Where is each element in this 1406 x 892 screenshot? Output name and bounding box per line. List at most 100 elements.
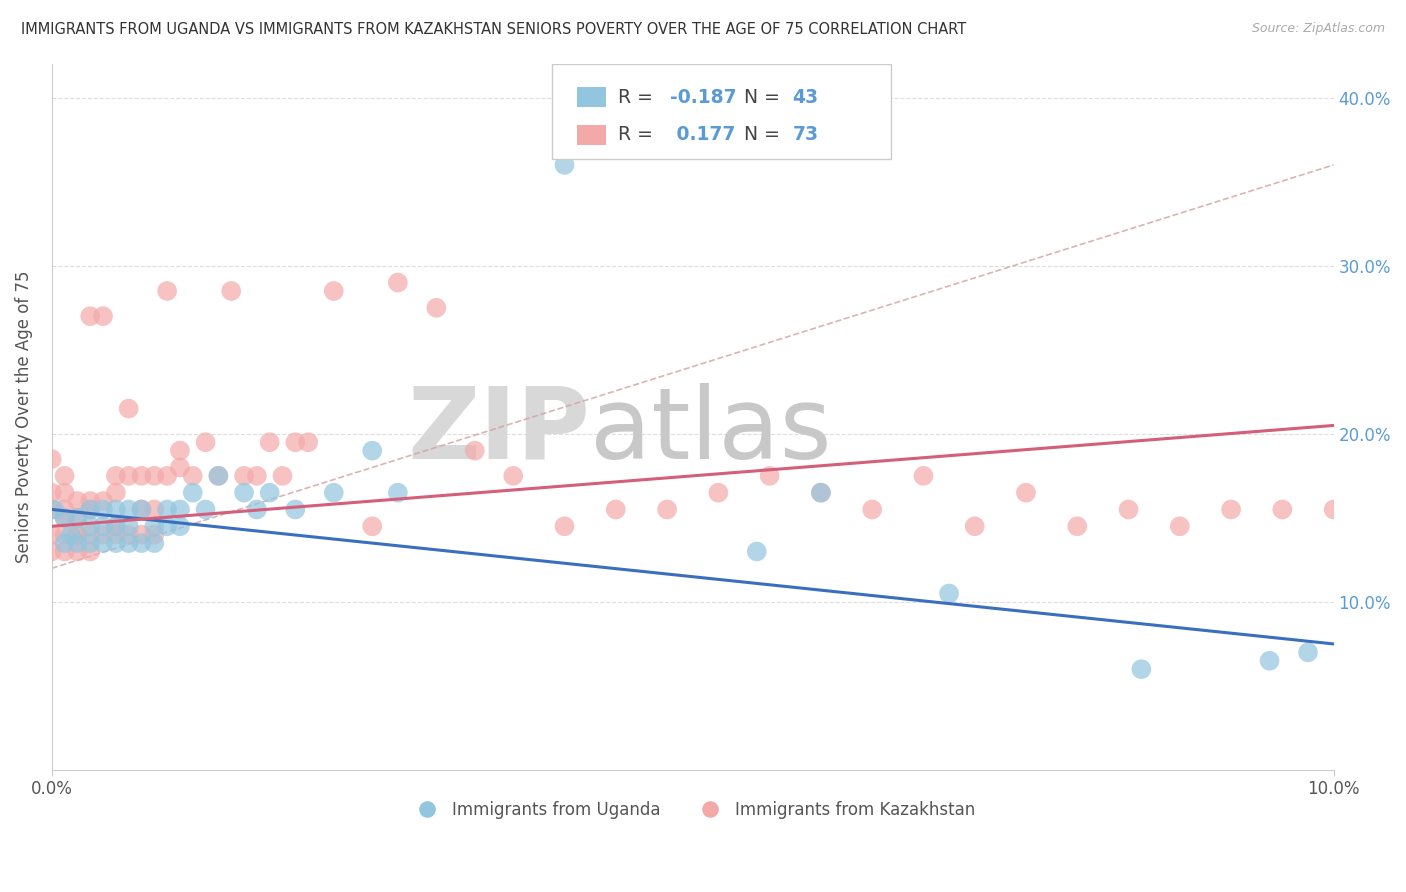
Point xyxy=(104,536,127,550)
Point xyxy=(143,468,166,483)
FancyBboxPatch shape xyxy=(578,125,606,145)
Point xyxy=(104,502,127,516)
Point xyxy=(66,511,89,525)
Point xyxy=(322,485,344,500)
Point xyxy=(79,502,101,516)
Point xyxy=(79,494,101,508)
Point xyxy=(131,502,153,516)
Point xyxy=(233,468,256,483)
Point xyxy=(66,511,89,525)
Point xyxy=(79,309,101,323)
Text: N =: N = xyxy=(744,87,786,107)
Point xyxy=(143,536,166,550)
Point xyxy=(156,284,179,298)
Point xyxy=(810,485,832,500)
Point xyxy=(912,468,935,483)
Point xyxy=(1015,485,1038,500)
Point xyxy=(91,494,114,508)
Point xyxy=(41,485,63,500)
Point xyxy=(169,502,191,516)
Point xyxy=(502,468,524,483)
Point xyxy=(79,544,101,558)
Point xyxy=(143,519,166,533)
Point xyxy=(361,519,384,533)
Point xyxy=(181,485,204,500)
Point xyxy=(104,468,127,483)
Point xyxy=(131,468,153,483)
Point xyxy=(246,468,269,483)
Point xyxy=(1296,645,1319,659)
Point xyxy=(131,536,153,550)
Point xyxy=(1168,519,1191,533)
Point xyxy=(53,511,76,525)
Text: atlas: atlas xyxy=(591,383,832,480)
Point xyxy=(41,502,63,516)
FancyBboxPatch shape xyxy=(551,64,891,160)
Point xyxy=(387,485,409,500)
Point xyxy=(91,309,114,323)
Text: N =: N = xyxy=(744,125,786,145)
Point xyxy=(156,502,179,516)
Point xyxy=(1066,519,1088,533)
Point xyxy=(1258,654,1281,668)
Point xyxy=(66,494,89,508)
Point xyxy=(1271,502,1294,516)
Point xyxy=(194,435,217,450)
Text: IMMIGRANTS FROM UGANDA VS IMMIGRANTS FROM KAZAKHSTAN SENIORS POVERTY OVER THE AG: IMMIGRANTS FROM UGANDA VS IMMIGRANTS FRO… xyxy=(21,22,966,37)
FancyBboxPatch shape xyxy=(578,87,606,107)
Point xyxy=(66,527,89,541)
Point xyxy=(464,443,486,458)
Point xyxy=(361,443,384,458)
Point xyxy=(79,527,101,541)
Point xyxy=(1220,502,1243,516)
Point xyxy=(104,519,127,533)
Point xyxy=(284,502,307,516)
Point xyxy=(53,511,76,525)
Point xyxy=(758,468,780,483)
Point xyxy=(79,519,101,533)
Point xyxy=(53,536,76,550)
Text: R =: R = xyxy=(619,125,665,145)
Point xyxy=(66,544,89,558)
Point xyxy=(169,519,191,533)
Point xyxy=(938,586,960,600)
Point xyxy=(707,485,730,500)
Point xyxy=(41,544,63,558)
Point xyxy=(41,452,63,467)
Point xyxy=(963,519,986,533)
Point xyxy=(118,519,141,533)
Point xyxy=(104,527,127,541)
Point xyxy=(79,536,101,550)
Point xyxy=(271,468,294,483)
Point xyxy=(44,502,66,516)
Point xyxy=(118,401,141,416)
Text: 43: 43 xyxy=(793,87,818,107)
Point xyxy=(156,519,179,533)
Text: Source: ZipAtlas.com: Source: ZipAtlas.com xyxy=(1251,22,1385,36)
Point xyxy=(1323,502,1346,516)
Point xyxy=(91,536,114,550)
Point xyxy=(169,460,191,475)
Point xyxy=(259,435,281,450)
Point xyxy=(1130,662,1153,676)
Point xyxy=(41,527,63,541)
Point xyxy=(91,502,114,516)
Text: ZIP: ZIP xyxy=(408,383,591,480)
Point xyxy=(860,502,883,516)
Point xyxy=(207,468,229,483)
Point xyxy=(53,502,76,516)
Point xyxy=(219,284,242,298)
Point xyxy=(322,284,344,298)
Point xyxy=(143,502,166,516)
Text: 0.177: 0.177 xyxy=(669,125,735,145)
Point xyxy=(810,485,832,500)
Point xyxy=(605,502,627,516)
Point xyxy=(118,527,141,541)
Point xyxy=(246,502,269,516)
Point xyxy=(104,485,127,500)
Point xyxy=(156,468,179,483)
Point xyxy=(259,485,281,500)
Text: 73: 73 xyxy=(793,125,818,145)
Point xyxy=(1118,502,1140,516)
Point xyxy=(118,536,141,550)
